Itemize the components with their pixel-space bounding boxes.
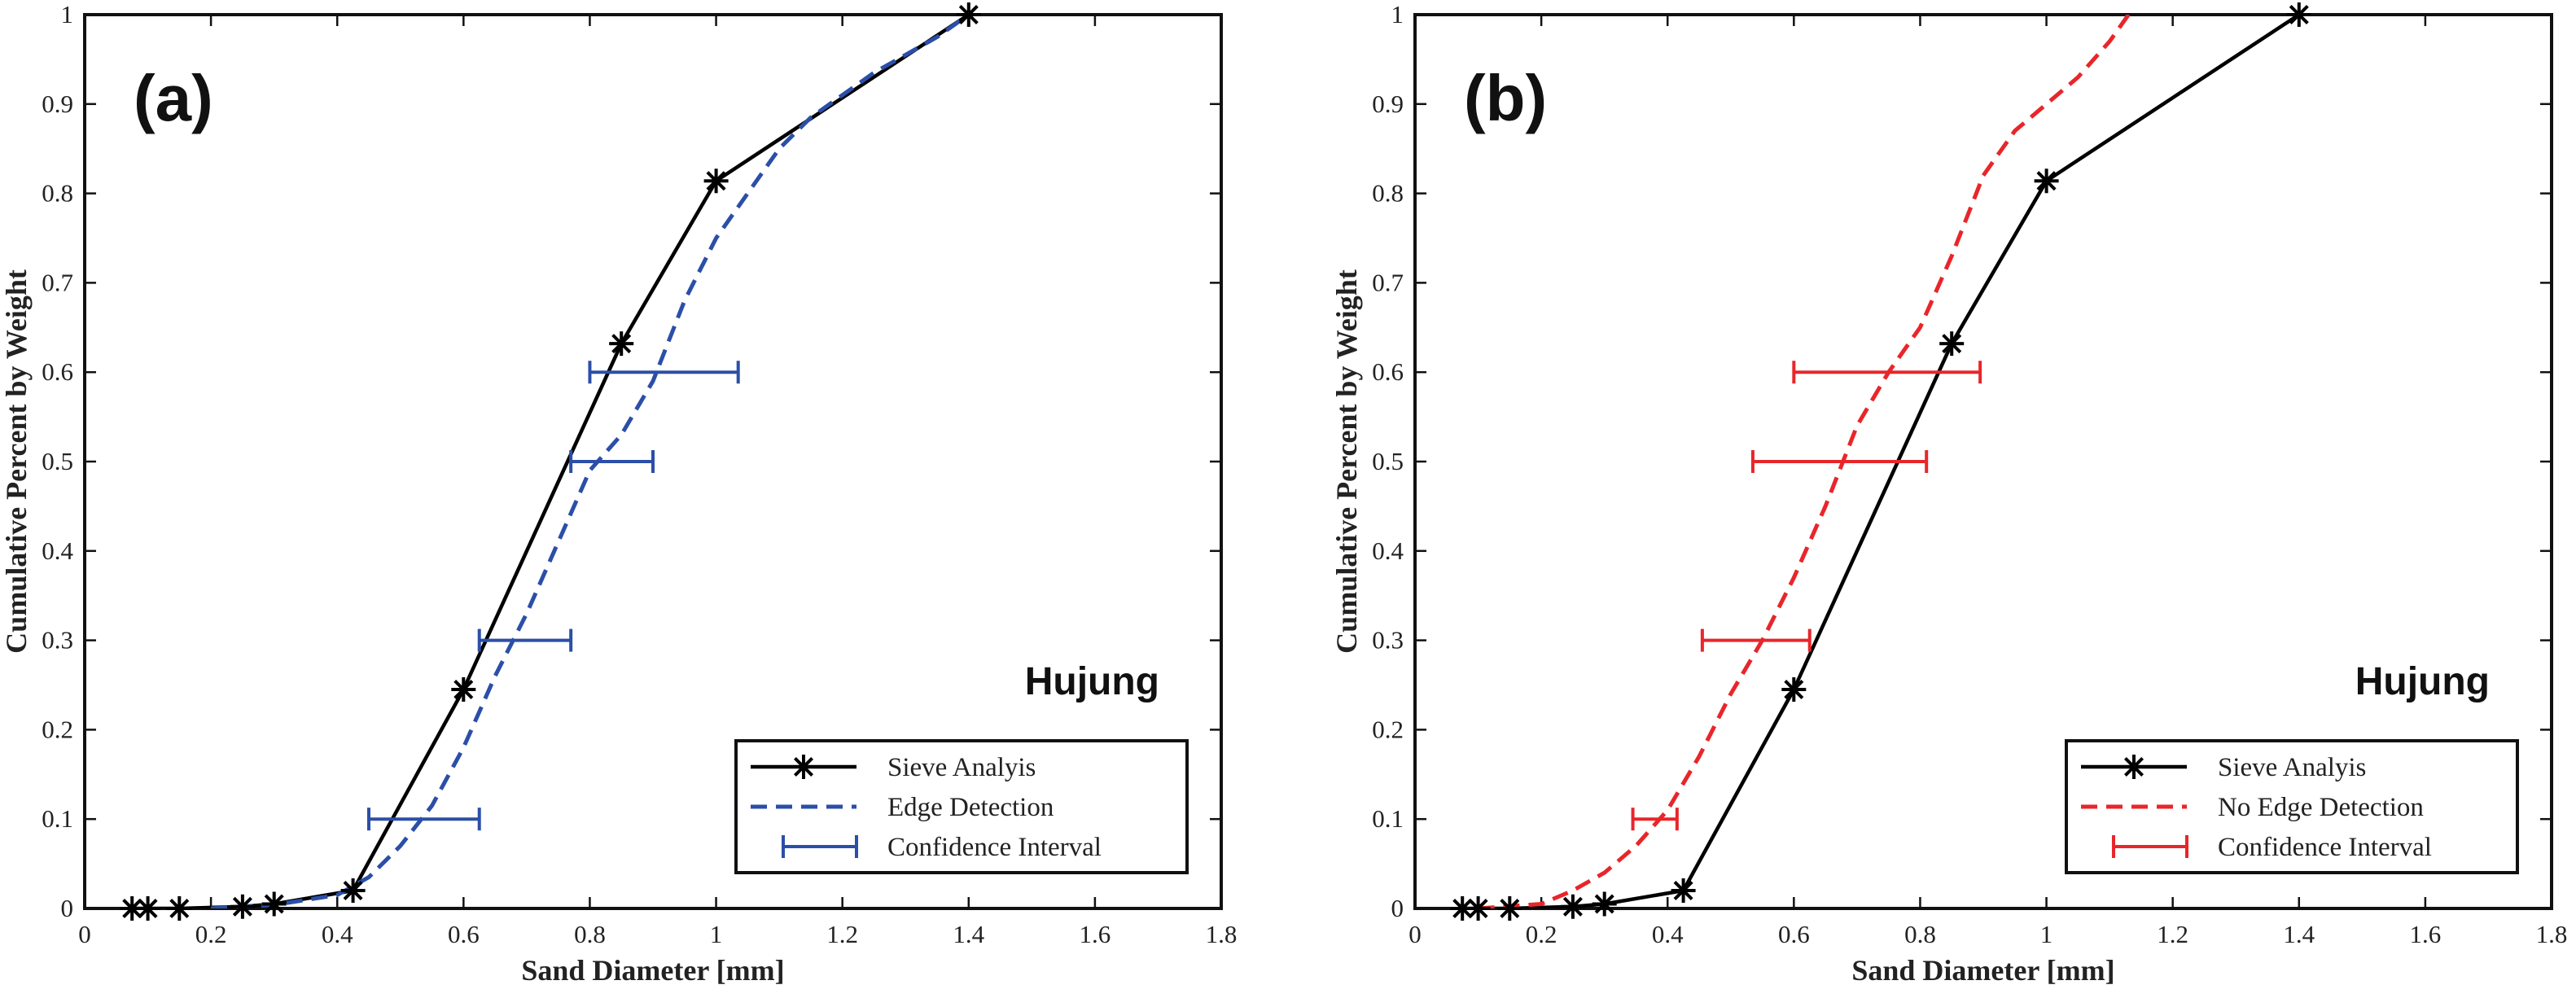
sieve-data-point xyxy=(135,896,160,921)
x-tick-label: 1.8 xyxy=(2536,920,2568,948)
sieve-data-point xyxy=(230,894,255,919)
y-tick-label: 0.4 xyxy=(1372,536,1404,565)
panel-label: (a) xyxy=(134,62,213,134)
legend-label: Confidence Interval xyxy=(2218,833,2432,862)
x-tick-label: 0.4 xyxy=(1652,920,1684,948)
x-tick-label: 0.8 xyxy=(574,920,606,948)
y-axis-title: Cumulative Percent by Weight xyxy=(0,269,33,654)
plot-area xyxy=(1462,15,2301,908)
y-tick-label: 0.7 xyxy=(42,268,73,296)
x-tick-label: 0.2 xyxy=(195,920,227,948)
site-annotation: Hujung xyxy=(1025,660,1159,703)
x-tick-label: 1.8 xyxy=(1206,920,1238,948)
x-axis-title: Sand Diameter [mm] xyxy=(521,954,784,987)
sieve-data-point xyxy=(451,677,476,702)
x-tick-label: 1.4 xyxy=(2283,920,2315,948)
sieve-data-point xyxy=(120,896,145,921)
y-tick-label: 0.2 xyxy=(42,715,73,743)
y-tick-label: 0 xyxy=(1391,894,1404,922)
sieve-data-point xyxy=(340,878,366,903)
sieve-data-point xyxy=(2286,2,2311,27)
x-tick-label: 1.4 xyxy=(953,920,984,948)
sieve-data-point xyxy=(1781,677,1807,702)
y-tick-label: 0 xyxy=(61,894,74,922)
legend-label: Sieve Analyis xyxy=(2218,753,2366,782)
legend-label: Confidence Interval xyxy=(887,833,1102,862)
chart-panel-1: 0 0.2 0.4 0.6 0.8 1 1.2 1.4 1.6 1.8 0 0.1 0.2 0.3 0.4 0… xyxy=(0,0,1237,987)
y-tick-label: 0.2 xyxy=(1372,715,1404,743)
y-tick-label: 0.5 xyxy=(1372,447,1404,475)
x-tick-label: 0.2 xyxy=(1526,920,1557,948)
y-tick-label: 0.3 xyxy=(42,626,73,654)
sieve-data-point xyxy=(1592,891,1617,917)
y-tick-label: 1 xyxy=(1391,0,1404,28)
panel-label: (b) xyxy=(1464,62,1547,134)
y-tick-label: 0.4 xyxy=(42,536,73,565)
x-tick-label: 1.2 xyxy=(826,920,858,948)
x-tick-label: 0.4 xyxy=(322,920,353,948)
sieve-data-point xyxy=(1465,896,1491,921)
y-tick-label: 0.8 xyxy=(1372,179,1404,208)
x-tick-label: 1.6 xyxy=(1080,920,1111,948)
sieve-data-point xyxy=(1671,878,1696,903)
sieve-data-point xyxy=(609,331,634,357)
x-tick-label: 0.8 xyxy=(1904,920,1936,948)
sieve-data-point xyxy=(1450,896,1475,921)
site-annotation: Hujung xyxy=(2355,660,2490,703)
sieve-data-point xyxy=(261,891,287,917)
sieve-data-point xyxy=(956,2,981,27)
legend-swatch-marker xyxy=(791,755,816,779)
y-tick-label: 0.6 xyxy=(42,357,73,386)
x-tick-label: 1 xyxy=(710,920,723,948)
legend-label: Sieve Analyis xyxy=(887,753,1036,782)
x-tick-label: 0 xyxy=(78,920,91,948)
y-tick-label: 0.6 xyxy=(1372,357,1404,386)
x-tick-label: 1.2 xyxy=(2157,920,2188,948)
x-tick-label: 0 xyxy=(1408,920,1422,948)
x-axis-title: Sand Diameter [mm] xyxy=(1851,954,2114,987)
y-tick-label: 1 xyxy=(61,0,74,28)
x-tick-label: 0.6 xyxy=(448,920,480,948)
dashed-series-line xyxy=(1478,15,2131,908)
sieve-data-point xyxy=(703,169,729,194)
sieve-data-point xyxy=(1939,331,1965,357)
y-tick-label: 0.9 xyxy=(1372,90,1404,118)
x-tick-label: 1 xyxy=(2040,920,2053,948)
y-tick-label: 0.8 xyxy=(42,179,73,208)
sieve-data-point xyxy=(2034,169,2059,194)
y-tick-label: 0.1 xyxy=(1372,804,1404,833)
sieve-data-point xyxy=(167,896,192,921)
sieve-data-point xyxy=(1497,896,1522,921)
sieve-series-line xyxy=(1462,15,2301,908)
sieve-data-point xyxy=(1560,894,1585,919)
plot-area xyxy=(132,15,970,908)
y-tick-label: 0.3 xyxy=(1372,626,1404,654)
y-axis-title: Cumulative Percent by Weight xyxy=(1330,269,1363,654)
legend-label: No Edge Detection xyxy=(2218,793,2424,822)
y-tick-label: 0.9 xyxy=(42,90,73,118)
x-tick-label: 1.6 xyxy=(2410,920,2442,948)
y-tick-label: 0.7 xyxy=(1372,268,1404,296)
legend-label: Edge Detection xyxy=(887,793,1054,822)
x-tick-label: 0.6 xyxy=(1778,920,1810,948)
y-tick-label: 0.5 xyxy=(42,447,73,475)
legend-swatch-marker xyxy=(2122,755,2146,779)
y-tick-label: 0.1 xyxy=(42,804,73,833)
chart-panel-2: 0 0.2 0.4 0.6 0.8 1 1.2 1.4 1.6 1.8 0 0.1 0.2 0.3 0.4 0… xyxy=(1330,0,2567,987)
